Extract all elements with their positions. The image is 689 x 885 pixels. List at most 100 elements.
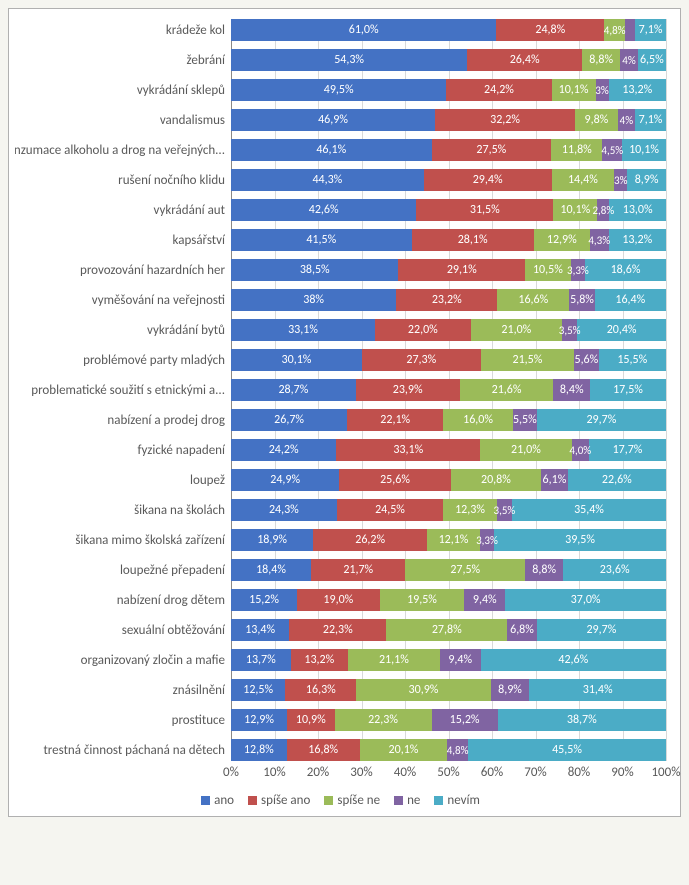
segment-value: 12,3% <box>455 503 485 517</box>
category-label: šikana na školách <box>15 499 225 521</box>
segment-value: 17,7% <box>613 443 643 457</box>
bar-segment-spise_ano: 29,4% <box>424 169 552 191</box>
segment-value: 31,4% <box>583 683 613 697</box>
category-label: konzumace alkoholu a drog na veřejných..… <box>15 139 225 161</box>
bar-segment-nevim: 35,4% <box>512 499 666 521</box>
bar-segment-ne: 9,4% <box>464 589 505 611</box>
bar-row: 13,4%22,3%27,8%6,8%29,7% <box>231 619 666 641</box>
legend-item-ne: ne <box>394 793 420 808</box>
segment-value: 38,7% <box>567 713 597 727</box>
bar-segment-spise_ne: 10,1% <box>553 199 597 221</box>
segment-value: 30,9% <box>409 683 439 697</box>
segment-value: 18,6% <box>611 263 641 277</box>
segment-value: 21,0% <box>511 443 541 457</box>
segment-value: 4% <box>620 114 633 127</box>
bar-segment-spise_ano: 31,5% <box>416 199 553 221</box>
segment-value: 3% <box>614 174 627 187</box>
segment-value: 18,4% <box>256 563 286 577</box>
bar-segment-nevim: 15,5% <box>599 349 666 371</box>
segment-value: 21,0% <box>501 323 531 337</box>
bar-segment-nevim: 42,6% <box>481 649 666 671</box>
legend-item-nevim: nevím <box>434 793 479 808</box>
bar-segment-nevim: 8,9% <box>627 169 666 191</box>
segment-value: 29,1% <box>447 263 477 277</box>
category-label: nabízení a prodej drog <box>15 409 225 431</box>
segment-value: 7,1% <box>639 113 663 127</box>
bar-row: 18,9%26,2%12,1%3,3%39,5% <box>231 529 666 551</box>
x-axis: 0%10%20%30%40%50%60%70%80%90%100% <box>15 765 666 783</box>
bar-row: 46,1%27,5%11,8%4,5%10,1% <box>231 139 666 161</box>
segment-value: 46,1% <box>316 143 346 157</box>
segment-value: 16,3% <box>306 683 336 697</box>
segment-value: 13,0% <box>623 203 653 217</box>
bar-segment-spise_ne: 22,3% <box>335 709 432 731</box>
segment-value: 24,8% <box>535 23 565 37</box>
segment-value: 6,1% <box>543 473 567 487</box>
bar-row: 46,9%32,2%9,8%4%7,1% <box>231 109 666 131</box>
legend-label: spíše ne <box>337 793 380 808</box>
segment-value: 22,1% <box>380 413 410 427</box>
segment-value: 13,2% <box>304 653 334 667</box>
stacked-bar-chart: krádeže kolžebránívykrádání sklepůvandal… <box>8 8 681 817</box>
bar-segment-ne: 4,3% <box>590 229 609 251</box>
bar-segment-ano: 12,5% <box>231 679 285 701</box>
x-axis-ticks: 0%10%20%30%40%50%60%70%80%90%100% <box>231 765 666 783</box>
bar-segment-ano: 28,7% <box>231 379 356 401</box>
bar-row: 12,5%16,3%30,9%8,9%31,4% <box>231 679 666 701</box>
segment-value: 17,5% <box>613 383 643 397</box>
bar-segment-nevim: 31,4% <box>529 679 666 701</box>
bar-segment-nevim: 10,1% <box>622 139 666 161</box>
segment-value: 16,0% <box>463 413 493 427</box>
category-label: kapsářství <box>15 229 225 251</box>
segment-value: 31,5% <box>470 203 500 217</box>
bar-segment-nevim: 20,4% <box>577 319 666 341</box>
segment-value: 61,0% <box>349 23 379 37</box>
bar-segment-nevim: 17,7% <box>589 439 666 461</box>
segment-value: 13,2% <box>622 233 652 247</box>
bar-segment-ano: 46,1% <box>231 139 432 161</box>
segment-value: 28,1% <box>458 233 488 247</box>
bar-segment-spise_ano: 19,0% <box>297 589 380 611</box>
bar-segment-spise_ano: 33,1% <box>336 439 480 461</box>
legend-swatch-nevim <box>434 796 443 805</box>
bar-segment-nevim: 13,2% <box>609 79 666 101</box>
segment-value: 54,3% <box>334 53 364 67</box>
bar-segment-ano: 24,2% <box>231 439 336 461</box>
segment-value: 26,2% <box>355 533 385 547</box>
bar-segment-ano: 12,8% <box>231 739 287 761</box>
category-label: nabízení drog dětem <box>15 589 225 611</box>
axis-tick: 60% <box>481 765 503 780</box>
segment-value: 38% <box>303 293 324 307</box>
segment-value: 6,5% <box>640 53 664 67</box>
segment-value: 32,2% <box>490 113 520 127</box>
legend-label: nevím <box>447 793 479 808</box>
category-label: problémové party mladých <box>15 349 225 371</box>
segment-value: 4,8% <box>604 24 626 37</box>
segment-value: 12,8% <box>244 743 274 757</box>
bar-segment-ano: 12,9% <box>231 709 287 731</box>
segment-value: 14,4% <box>568 173 598 187</box>
bar-segment-ne: 8,8% <box>525 559 563 581</box>
segment-value: 7,1% <box>639 23 663 37</box>
category-label: znásilnění <box>15 679 225 701</box>
bar-segment-ano: 42,6% <box>231 199 416 221</box>
segment-value: 10,1% <box>629 143 659 157</box>
segment-value: 41,5% <box>306 233 336 247</box>
segment-value: 12,5% <box>243 683 273 697</box>
category-label: vandalismus <box>15 109 225 131</box>
axis-tick: 20% <box>307 765 329 780</box>
segment-value: 13,2% <box>622 83 652 97</box>
bar-row: 18,4%21,7%27,5%8,8%23,6% <box>231 559 666 581</box>
bar-row: 54,3%26,4%8,8%4%6,5% <box>231 49 666 71</box>
bar-segment-spise_ano: 22,3% <box>289 619 386 641</box>
segment-value: 4,3% <box>588 234 610 247</box>
bar-segment-spise_ano: 13,2% <box>291 649 348 671</box>
bar-segment-nevim: 6,5% <box>638 49 666 71</box>
bar-segment-nevim: 37,0% <box>505 589 666 611</box>
segment-value: 23,2% <box>432 293 462 307</box>
segment-value: 4% <box>622 54 635 67</box>
segment-value: 44,3% <box>312 173 342 187</box>
bar-segment-ano: 38,5% <box>231 259 398 281</box>
segment-value: 9,4% <box>473 593 497 607</box>
bar-segment-spise_ne: 21,0% <box>471 319 562 341</box>
